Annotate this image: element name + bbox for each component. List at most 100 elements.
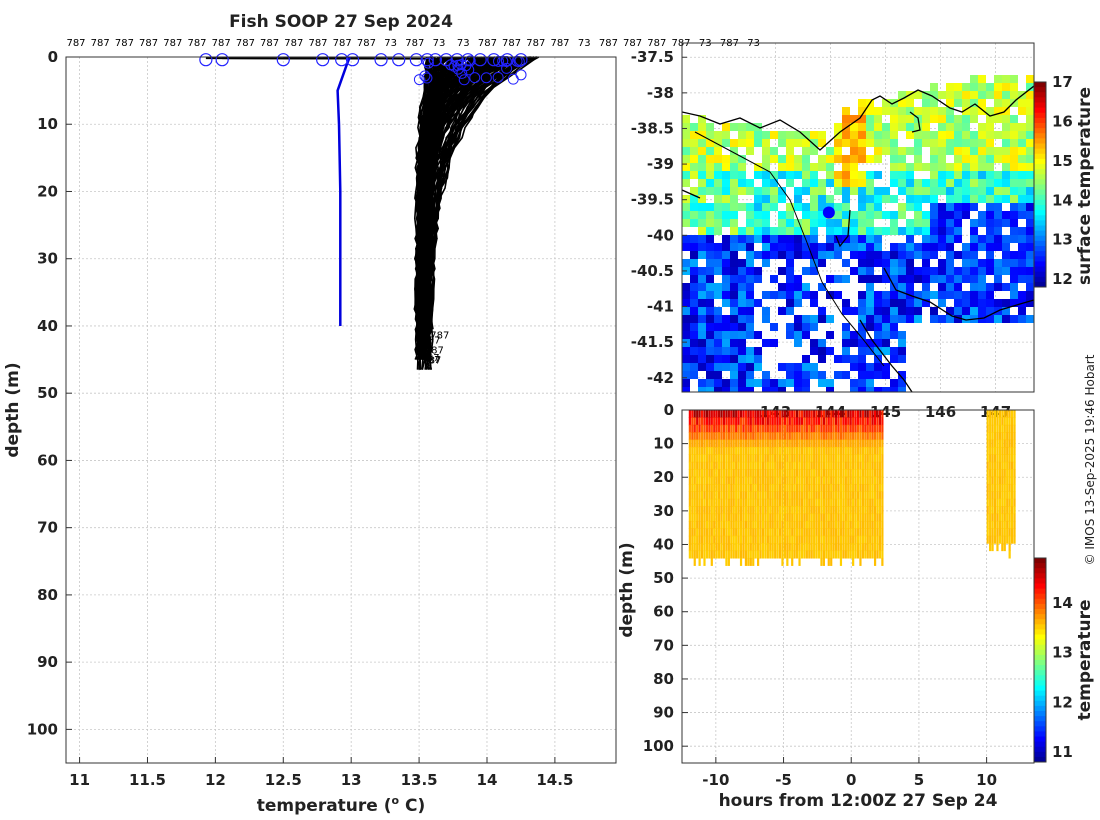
section-cell — [800, 469, 804, 478]
section-cell — [817, 410, 821, 418]
map-sst-cell — [970, 203, 978, 211]
section-cell — [744, 410, 748, 418]
profile-surface-marker — [420, 53, 434, 67]
section-cell — [754, 424, 757, 433]
map-sst-cell — [986, 291, 994, 299]
map-sst-cell — [802, 251, 810, 259]
section-colorbar-step — [1034, 746, 1046, 753]
map-sst-cell — [962, 107, 970, 115]
section-cell — [764, 454, 767, 463]
section-colorbar-step — [1034, 675, 1046, 681]
section-cell — [778, 410, 782, 418]
section-ytick-label: 30 — [653, 502, 674, 520]
map-sst-cell — [938, 91, 946, 99]
section-cell — [752, 528, 755, 537]
section-cell — [844, 520, 847, 529]
map-sst-cell — [898, 227, 906, 235]
section-cell — [810, 513, 813, 522]
section-cell — [1013, 417, 1016, 426]
section-cell — [839, 520, 843, 529]
map-sst-cell — [970, 283, 978, 291]
map-sst-cell — [690, 307, 698, 315]
section-cell — [986, 424, 989, 433]
section-cell — [869, 446, 872, 455]
section-cell — [759, 439, 762, 448]
section-cell — [991, 469, 994, 478]
profile-surface-marker — [439, 53, 453, 67]
section-cell — [986, 410, 989, 418]
map-sst-cell — [850, 331, 858, 339]
section-cell — [774, 417, 777, 426]
section-cell — [825, 528, 828, 537]
section-cell — [871, 469, 874, 478]
map-sst-cell — [874, 203, 882, 211]
map-sst-cell — [882, 307, 890, 315]
section-cell — [766, 498, 769, 507]
map-sst-cell — [682, 291, 690, 299]
section-colorbar-step — [1034, 624, 1046, 630]
map-sst-cell — [922, 227, 930, 235]
map-sst-cell — [706, 347, 714, 355]
section-cell — [803, 410, 806, 418]
section-cell — [727, 528, 730, 537]
section-cell — [759, 483, 762, 492]
section-cell — [839, 432, 843, 441]
map-sst-cell — [746, 275, 754, 283]
map-sst-cell — [978, 139, 986, 147]
section-cell — [730, 535, 733, 544]
section-cell — [718, 498, 721, 507]
section-cell — [878, 550, 882, 559]
section-cell — [774, 543, 777, 552]
map-colorbar-step — [1034, 220, 1046, 226]
map-sst-cell — [1010, 283, 1018, 291]
section-cell — [1003, 543, 1006, 552]
map-sst-cell — [930, 219, 938, 227]
section-cell — [795, 439, 799, 448]
section-cell — [842, 520, 845, 529]
section-cell — [844, 550, 847, 559]
map-sst-cell — [906, 147, 914, 155]
map-sst-cell — [866, 187, 874, 195]
map-sst-cell — [698, 187, 706, 195]
section-cell — [859, 410, 862, 418]
section-cell — [837, 543, 840, 552]
section-cell — [749, 513, 752, 522]
map-sst-cell — [762, 179, 770, 187]
section-cell — [1013, 424, 1016, 433]
section-cell — [761, 439, 765, 448]
map-sst-cell — [754, 251, 762, 259]
section-cell — [793, 528, 796, 537]
map-sst-cell — [866, 347, 874, 355]
map-sst-cell — [762, 211, 770, 219]
section-cell — [993, 439, 997, 448]
map-sst-cell — [690, 243, 698, 251]
section-cell — [788, 424, 791, 433]
map-sst-cell — [922, 283, 930, 291]
map-sst-cell — [962, 267, 970, 275]
section-cell — [871, 535, 874, 544]
map-sst-cell — [906, 179, 914, 187]
section-cell — [788, 513, 791, 522]
map-sst-cell — [914, 107, 922, 115]
section-cell — [791, 432, 794, 441]
section-cell — [815, 498, 818, 507]
section-cell — [786, 439, 789, 448]
section-cell — [876, 513, 879, 522]
map-sst-cell — [754, 139, 762, 147]
map-sst-cell — [890, 107, 898, 115]
map-sst-cell — [706, 283, 714, 291]
map-sst-cell — [738, 387, 746, 392]
section-cell — [996, 491, 999, 500]
section-cell — [873, 498, 877, 507]
section-cell — [761, 454, 765, 463]
section-cell — [781, 454, 784, 463]
section-cell — [825, 446, 828, 455]
section-cell — [693, 476, 696, 485]
section-cell — [1006, 417, 1009, 426]
section-cell — [998, 446, 1001, 455]
section-cell — [822, 528, 825, 537]
section-cell — [749, 506, 752, 515]
map-sst-cell — [882, 323, 890, 331]
map-sst-cell — [786, 379, 794, 387]
